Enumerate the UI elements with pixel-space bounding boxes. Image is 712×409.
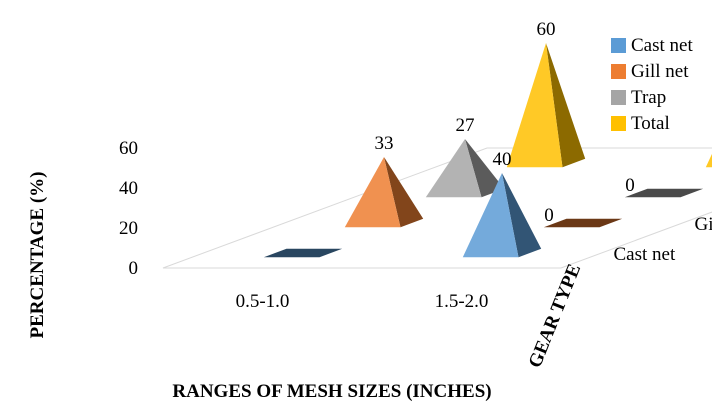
bar: [705, 153, 712, 168]
bar: [624, 188, 704, 198]
y-axis-ticks: 0 20 40 60: [119, 138, 138, 279]
bar-side: [384, 157, 424, 228]
data-label: 40: [493, 149, 512, 170]
data-label: 27: [456, 115, 475, 136]
x-axis-title: RANGES OF MESH SIZES (INCHES): [172, 381, 491, 402]
legend-swatch: [611, 64, 626, 79]
legend-item: Trap: [631, 87, 666, 108]
bar: [462, 173, 519, 258]
data-label: 33: [375, 133, 394, 154]
bar-side: [546, 43, 586, 168]
legend-swatch: [611, 90, 626, 105]
bar: [425, 139, 482, 198]
legend-swatch: [611, 116, 626, 131]
bar: [543, 218, 623, 228]
legend-swatch: [611, 38, 626, 53]
y-tick-label: 20: [119, 218, 138, 239]
legend: Cast net Gill net Trap Total: [611, 35, 693, 134]
z-axis-title: GEAR TYPE: [525, 261, 586, 371]
data-label: 0: [625, 175, 635, 196]
x-tick-label: 0.5-1.0: [236, 291, 290, 312]
y-tick-label: 0: [129, 258, 139, 279]
data-label: 0: [544, 205, 554, 226]
bar-side: [502, 173, 542, 258]
legend-item: Gill net: [631, 61, 689, 82]
legend-item: Cast net: [631, 35, 693, 56]
series-axis-label: Cast net: [614, 244, 676, 265]
y-tick-label: 40: [119, 178, 138, 199]
bar: [506, 43, 563, 168]
bar: [344, 157, 401, 228]
y-axis-title: PERCENTAGE (%): [27, 172, 48, 339]
y-tick-label: 60: [119, 138, 138, 159]
bar: [263, 248, 343, 258]
x-tick-label: 1.5-2.0: [435, 291, 489, 312]
data-label: 60: [537, 19, 556, 40]
bar-side: [465, 139, 505, 198]
legend-item: Total: [631, 113, 670, 134]
series-axis-label: Gill net: [695, 214, 712, 235]
chart-bars: [263, 43, 712, 258]
